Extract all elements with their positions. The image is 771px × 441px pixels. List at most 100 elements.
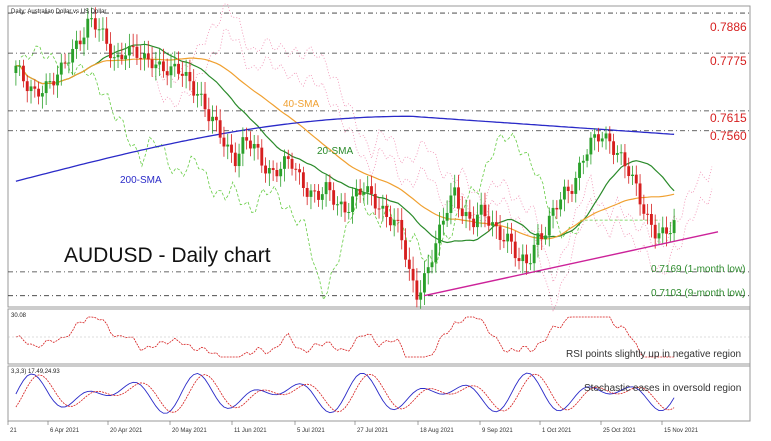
candle-body — [290, 158, 294, 169]
candle-body — [638, 183, 642, 205]
candle-body — [653, 224, 657, 239]
candle-body — [426, 267, 430, 274]
candle-body — [226, 144, 230, 147]
candle-body — [177, 63, 180, 74]
candle-body — [173, 63, 177, 67]
candle-body — [245, 137, 249, 141]
x-axis-label: 25 Oct 2021 — [603, 428, 636, 434]
trendline — [423, 231, 719, 297]
candle-body — [25, 81, 29, 92]
candle-body — [97, 29, 101, 31]
candle-body — [612, 141, 616, 155]
candle-body — [48, 81, 52, 83]
candle-body — [260, 147, 264, 166]
candle-body — [608, 133, 612, 142]
candle-body — [634, 174, 638, 184]
candle-body — [646, 213, 650, 215]
candle-body — [642, 204, 646, 214]
candle-body — [40, 93, 44, 97]
candle-body — [317, 190, 320, 200]
candle-body — [37, 88, 41, 97]
candle-body — [335, 204, 339, 206]
x-axis-label: 27 Jul 2021 — [357, 428, 389, 434]
candle-body — [203, 93, 207, 110]
x-axis-label: 20 May 2021 — [172, 428, 207, 434]
candle-body — [52, 81, 56, 86]
x-axis-label: 15 Nov 2021 — [664, 428, 699, 434]
candle-body — [120, 54, 124, 60]
candle-body — [404, 240, 407, 260]
level-label-0: 0.7886 — [710, 20, 747, 34]
rsi-header: 30.08 — [11, 313, 27, 319]
candle-body — [373, 193, 377, 209]
candle-body — [597, 134, 600, 142]
candle-body — [294, 168, 298, 170]
candle-body — [483, 204, 487, 217]
candle-body — [196, 94, 199, 96]
candle-body — [158, 61, 162, 65]
candle-body — [222, 137, 226, 147]
candle-body — [105, 28, 109, 44]
candle-body — [161, 61, 165, 72]
candle-body — [188, 71, 192, 82]
candle-body — [604, 133, 608, 139]
candle-body — [570, 191, 574, 194]
candle-body — [370, 186, 373, 194]
candle-body — [472, 218, 476, 228]
candle-body — [165, 71, 169, 76]
candle-body — [464, 212, 468, 217]
candle-body — [143, 53, 146, 59]
candle-body — [86, 18, 90, 38]
x-axis-label: 9 Sep 2021 — [482, 428, 513, 434]
candle-body — [574, 177, 578, 194]
candle-body — [581, 160, 585, 163]
level-label-2: 0.7615 — [710, 111, 747, 125]
candle-body — [457, 187, 460, 209]
candle-body — [29, 86, 33, 92]
candle-body — [256, 143, 260, 148]
candle-body — [460, 208, 464, 217]
candle-body — [631, 174, 634, 177]
candle-body — [309, 190, 313, 197]
candle-body — [506, 233, 510, 242]
sma200-label: 200-SMA — [120, 175, 162, 186]
candle-body — [279, 168, 283, 177]
candle-body — [339, 201, 343, 205]
candle-body — [351, 196, 355, 212]
candle-body — [33, 86, 37, 89]
candle-body — [559, 199, 563, 210]
sma40-label: 40-SMA — [283, 99, 319, 110]
candle-body — [286, 156, 290, 159]
candle-body — [665, 227, 668, 234]
rsi-panel — [7, 308, 751, 365]
candle-body — [487, 216, 491, 226]
candlesticks — [14, 7, 676, 309]
candle-body — [525, 254, 529, 264]
candle-body — [434, 243, 438, 263]
level-label-4: 0.7169 (1-month low) — [651, 264, 746, 275]
x-axis-label: 18 Aug 2021 — [420, 428, 454, 434]
rsi-annotation: RSI points slightly up in negative regio… — [566, 349, 741, 360]
candle-body — [56, 74, 59, 86]
candle-body — [59, 62, 63, 75]
candle-body — [184, 71, 188, 76]
candle-body — [90, 18, 93, 20]
candle-body — [124, 55, 128, 60]
candle-body — [517, 258, 521, 262]
stochastic-lines — [15, 372, 675, 414]
candle-body — [623, 152, 627, 167]
candle-body — [547, 215, 551, 236]
cloud-span-b — [152, 28, 713, 312]
candle-body — [381, 205, 385, 209]
candle-body — [264, 165, 267, 174]
candle-body — [71, 48, 75, 63]
support-trendline — [423, 231, 719, 297]
candle-body — [63, 62, 67, 64]
candle-body — [324, 182, 328, 195]
candle-body — [127, 46, 131, 56]
candle-body — [419, 292, 423, 300]
candle-body — [354, 188, 358, 197]
candle-body — [411, 268, 415, 281]
candle-body — [320, 194, 324, 200]
candle-body — [283, 156, 286, 169]
